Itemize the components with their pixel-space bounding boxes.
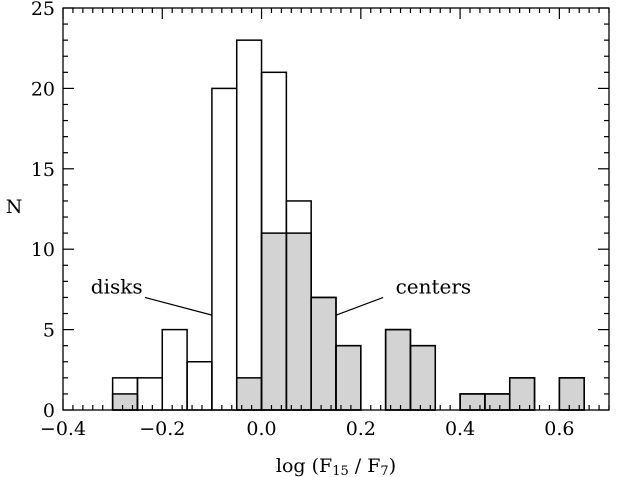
disks-bar xyxy=(186,361,213,411)
centers-bar xyxy=(310,296,337,411)
centers-bar xyxy=(335,344,362,411)
x-tick-label: 0.0 xyxy=(246,418,276,440)
x-axis-label-mid: / F xyxy=(349,455,381,477)
centers-annotation: centers xyxy=(396,274,472,298)
centers-bar xyxy=(235,377,263,411)
y-axis-label: N xyxy=(6,196,23,218)
annotations: disks centers xyxy=(91,274,472,316)
centers-bar xyxy=(111,393,139,411)
y-tick-label: 20 xyxy=(31,78,55,100)
centers-bar xyxy=(409,344,437,411)
x-tick-label: 0.4 xyxy=(445,418,475,440)
x-tick-label: 0.2 xyxy=(346,418,376,440)
disks-bar xyxy=(235,39,263,411)
centers-bar xyxy=(384,328,412,411)
centers-bar xyxy=(260,232,288,411)
centers-bar xyxy=(459,393,486,411)
x-tick-label: 0.6 xyxy=(544,418,574,440)
x-axis-label: log (F15 / F7) xyxy=(276,455,396,477)
disks-annotation: disks xyxy=(91,274,143,298)
y-tick-label: 0 xyxy=(43,400,55,422)
tick-labels: −0.4 −0.2 0.0 0.2 0.4 0.6 0 5 10 15 20 25 xyxy=(31,0,575,440)
centers-bars xyxy=(111,232,585,411)
x-axis-label-suffix: ) xyxy=(389,455,396,477)
x-axis-label-prefix: log (F xyxy=(276,455,332,477)
centers-bar xyxy=(508,377,536,411)
x-tick-label: −0.2 xyxy=(139,418,185,440)
x-tick-label: −0.4 xyxy=(40,418,86,440)
centers-bar xyxy=(285,232,312,411)
centers-bar xyxy=(558,377,585,411)
centers-bar xyxy=(484,393,511,411)
disks-bar xyxy=(211,87,238,411)
centers-pointer-line xyxy=(335,296,384,316)
x-axis-label-sub2: 7 xyxy=(380,464,388,477)
y-tick-label: 10 xyxy=(31,239,55,261)
y-tick-label: 15 xyxy=(31,159,55,181)
y-tick-label: 5 xyxy=(43,320,55,342)
x-axis-label-sub1: 15 xyxy=(332,464,349,477)
disks-bar xyxy=(136,377,164,411)
disks-pointer-line xyxy=(144,296,213,316)
plot-frame xyxy=(62,7,610,411)
y-tick-label: 25 xyxy=(31,0,55,20)
disks-bar xyxy=(161,328,188,411)
